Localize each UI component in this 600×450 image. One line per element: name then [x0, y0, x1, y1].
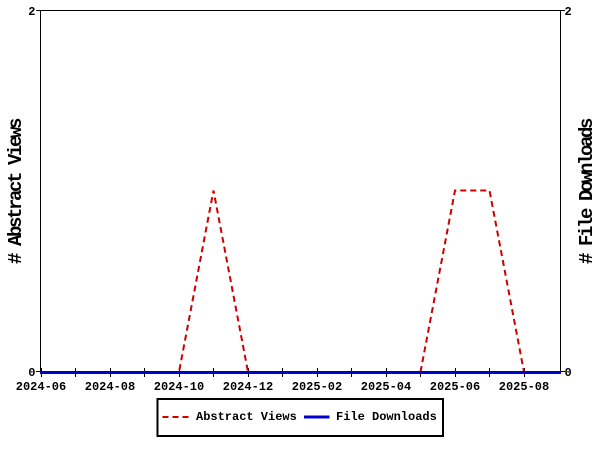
svg-text:File Downloads: File Downloads [336, 410, 437, 424]
svg-text:# Abstract Views: # Abstract Views [5, 118, 27, 264]
svg-text:2024-06: 2024-06 [16, 380, 66, 394]
svg-text:2025-08: 2025-08 [499, 380, 549, 394]
svg-text:0: 0 [28, 366, 35, 380]
svg-text:2024-08: 2024-08 [85, 380, 135, 394]
svg-text:Abstract Views: Abstract Views [196, 410, 297, 424]
svg-text:2: 2 [28, 5, 35, 19]
svg-text:2025-02: 2025-02 [292, 380, 342, 394]
svg-text:2: 2 [565, 5, 572, 19]
svg-text:2024-10: 2024-10 [154, 380, 204, 394]
svg-text:# File Downloads: # File Downloads [576, 118, 598, 264]
svg-text:0: 0 [565, 366, 572, 380]
svg-text:2024-12: 2024-12 [223, 380, 273, 394]
svg-text:2025-06: 2025-06 [430, 380, 480, 394]
svg-text:2025-04: 2025-04 [361, 380, 411, 394]
